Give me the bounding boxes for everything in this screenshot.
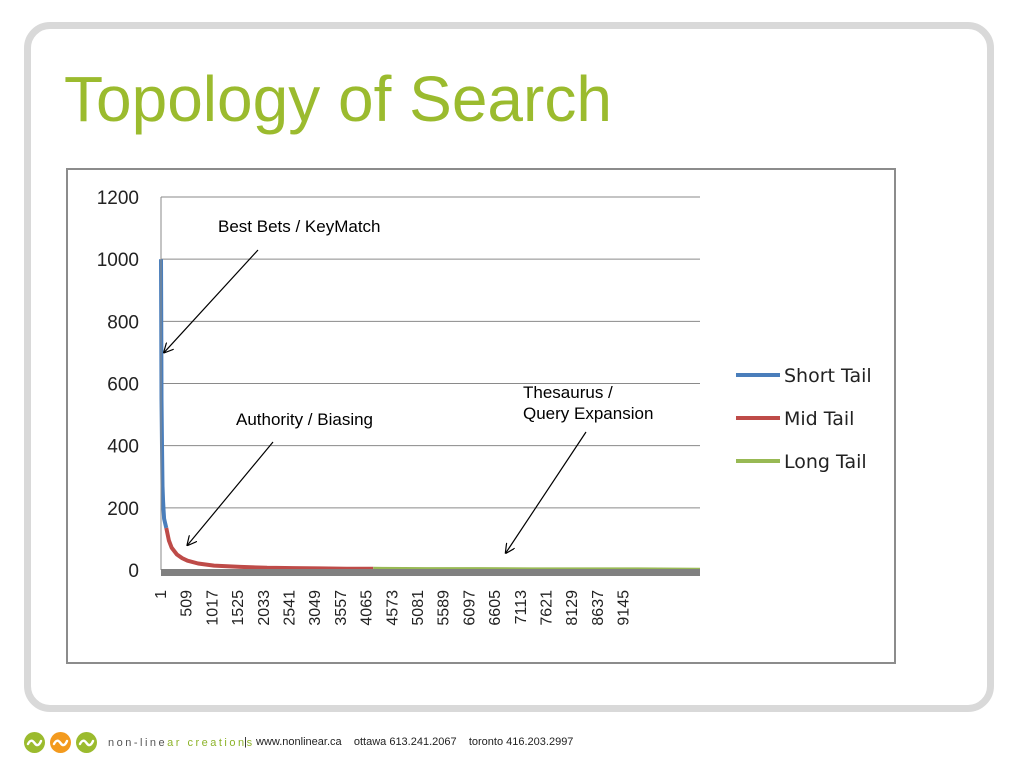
x-tick-label: 6605 — [487, 590, 504, 626]
annotation-arrow — [164, 249, 259, 352]
x-tick-label: 3049 — [307, 590, 324, 626]
logo-wave-icon — [76, 732, 97, 753]
x-tick-label: 7113 — [513, 590, 530, 625]
annotation-label: Thesaurus / — [523, 383, 613, 402]
logo-wave-icon — [24, 732, 45, 753]
brand-name-part2: ar creations — [167, 737, 255, 749]
series-line-mid-tail — [164, 527, 374, 571]
legend-label: Short Tail — [784, 365, 872, 387]
x-tick-label: 5589 — [436, 590, 453, 626]
x-tick-label: 1525 — [230, 590, 247, 626]
chart-container: 0 200 400 600 800 1000 1200 1 509 1017 1525 2033 254… — [66, 168, 896, 664]
x-tick-label: 4065 — [359, 590, 376, 626]
footer-contact: | www.nonlinear.ca ottawa 613.241.2067 t… — [244, 736, 574, 748]
x-tick-label: 3557 — [333, 590, 350, 626]
slide-title: Topology of Search — [64, 63, 612, 135]
x-tick-label: 1017 — [204, 590, 221, 626]
brand-name-part1: non-line — [108, 737, 168, 749]
x-tick-label: 509 — [179, 590, 196, 617]
legend-label: Mid Tail — [784, 408, 854, 430]
annotation-label: Authority / Biasing — [236, 410, 373, 429]
annotation-label: Best Bets / KeyMatch — [218, 217, 381, 236]
brand-name: non-linear creations — [108, 737, 255, 749]
y-tick-label: 200 — [107, 499, 139, 520]
y-tick-label: 0 — [128, 561, 139, 582]
annotation-arrow — [187, 441, 274, 545]
x-tick-label: 5081 — [410, 590, 427, 626]
legend-label: Long Tail — [784, 451, 867, 473]
series-line-short-tail — [159, 259, 169, 529]
annotation-label: Query Expansion — [523, 404, 653, 423]
x-tick-label: 1 — [153, 590, 170, 599]
x-axis-band — [161, 569, 700, 576]
y-tick-label: 400 — [107, 437, 139, 458]
x-tick-label: 4573 — [384, 590, 401, 626]
x-tick-label: 6097 — [461, 590, 478, 626]
x-tick-label: 2033 — [256, 590, 273, 626]
y-tick-label: 1000 — [97, 250, 139, 271]
y-tick-label: 1200 — [97, 188, 139, 209]
y-tick-label: 600 — [107, 375, 139, 396]
x-tick-label: 8129 — [564, 590, 581, 626]
annotation-arrow — [506, 431, 587, 553]
y-tick-label: 800 — [107, 312, 139, 333]
x-tick-label: 2541 — [282, 590, 299, 626]
logo-wave-icon — [50, 732, 71, 753]
footer: non-linear creations | www.nonlinear.ca … — [24, 732, 1004, 756]
search-topology-chart: 0 200 400 600 800 1000 1200 1 509 1017 1525 2033 254… — [97, 188, 872, 626]
x-tick-label: 8637 — [590, 590, 607, 626]
x-tick-label: 9145 — [616, 590, 633, 626]
x-tick-label: 7621 — [539, 590, 556, 626]
